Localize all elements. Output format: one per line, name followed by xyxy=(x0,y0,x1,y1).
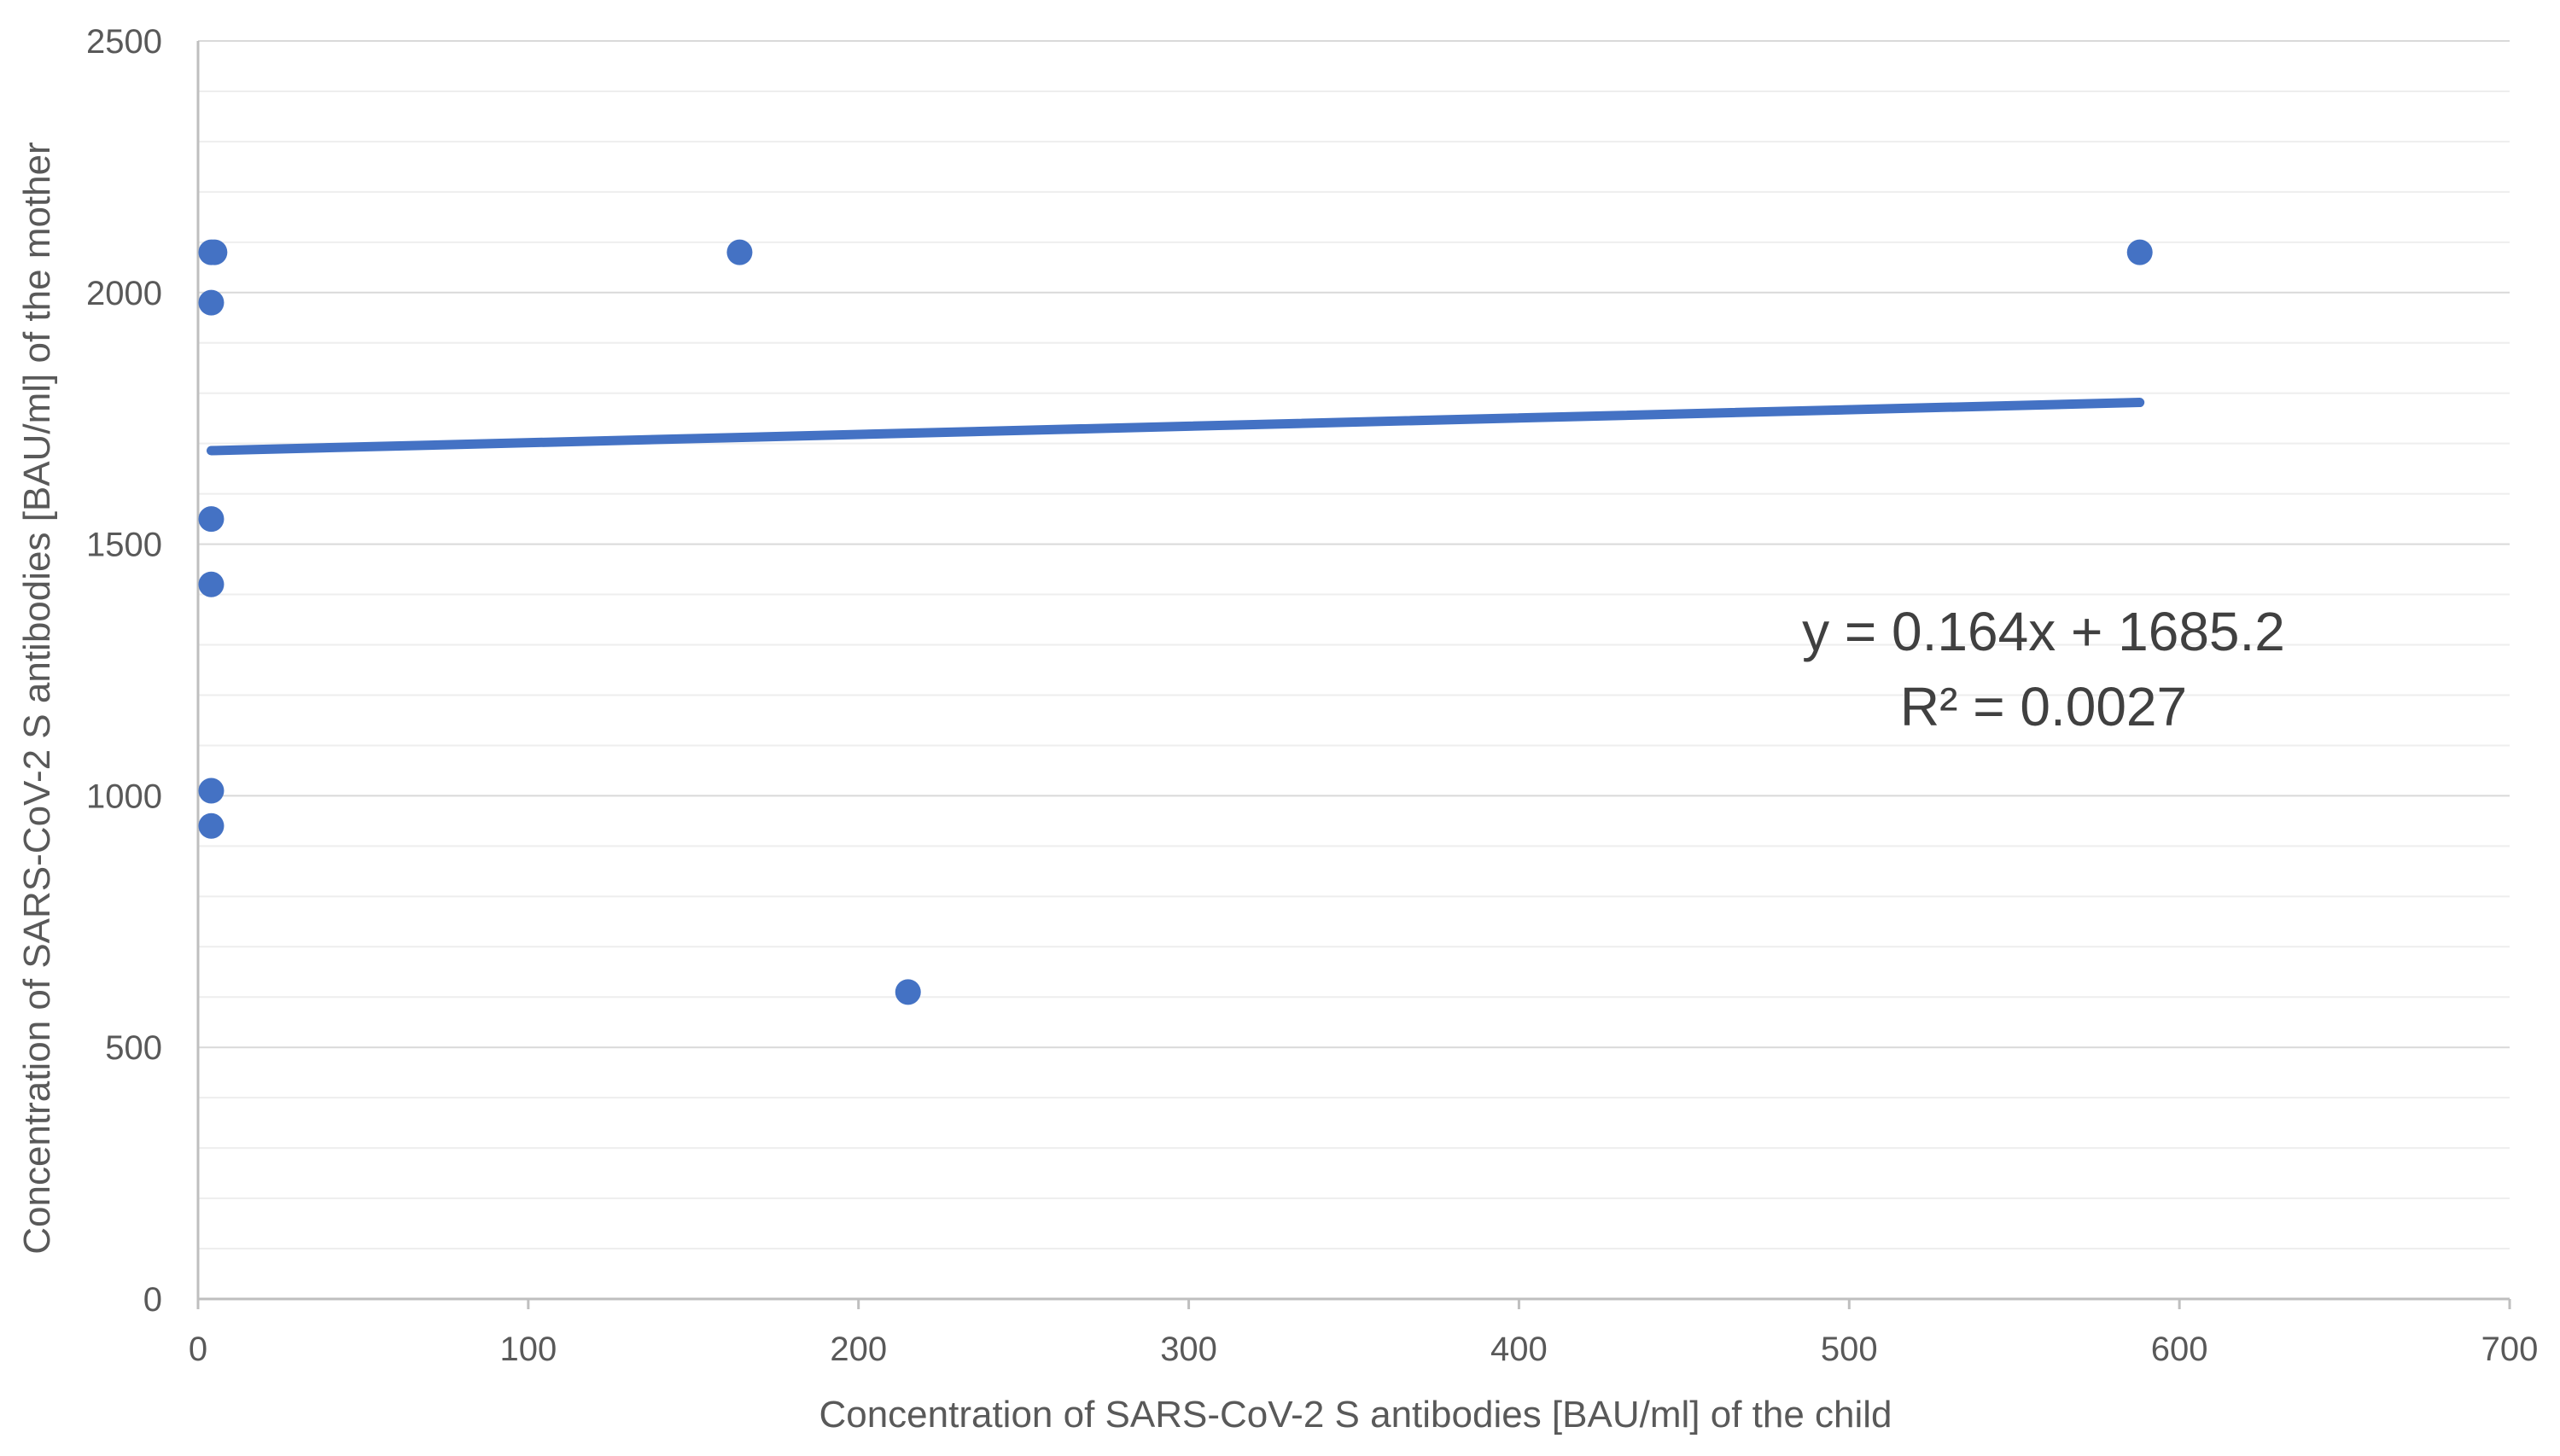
data-point xyxy=(198,778,225,804)
y-tick-label: 1000 xyxy=(86,778,162,815)
y-tick-label: 0 xyxy=(143,1281,162,1319)
tick-labels: 0 500 1000 1500 2000 2500 0 100 200 300 400 500 600 7… xyxy=(86,23,2538,1368)
x-tick-label: 100 xyxy=(499,1331,557,1368)
data-point xyxy=(2126,239,2153,265)
x-tick-label: 500 xyxy=(1821,1331,1878,1368)
axes xyxy=(196,41,2511,1309)
y-tick-label: 2000 xyxy=(86,275,162,312)
trendline-r-squared: R² = 0.0027 xyxy=(1900,676,2187,737)
gridlines xyxy=(198,40,2510,1250)
data-point xyxy=(198,812,225,839)
data-point xyxy=(726,239,753,265)
data-point xyxy=(198,571,225,597)
x-tick-label: 600 xyxy=(2151,1331,2208,1368)
x-tick-label: 0 xyxy=(189,1331,207,1368)
y-tick-label: 2500 xyxy=(86,23,162,61)
x-tick-label: 700 xyxy=(2481,1331,2539,1368)
x-axis-title: Concentration of SARS-CoV-2 S antibodies… xyxy=(819,1394,1892,1436)
trendline-equation: y = 0.164x + 1685.2 xyxy=(1802,601,2285,662)
x-tick-label: 300 xyxy=(1160,1331,1217,1368)
data-point xyxy=(198,506,225,533)
x-tick-label: 200 xyxy=(830,1331,887,1368)
data-points xyxy=(198,239,2153,1005)
trendline xyxy=(206,398,2145,456)
y-tick-label: 1500 xyxy=(86,527,162,564)
data-point xyxy=(198,289,225,316)
data-point xyxy=(198,239,225,265)
x-tick-label: 400 xyxy=(1490,1331,1548,1368)
data-point xyxy=(895,979,921,1005)
trendline-group xyxy=(206,398,2145,456)
y-axis-title: Concentration of SARS-CoV-2 S antibodies… xyxy=(16,142,58,1255)
y-tick-label: 500 xyxy=(105,1029,162,1067)
